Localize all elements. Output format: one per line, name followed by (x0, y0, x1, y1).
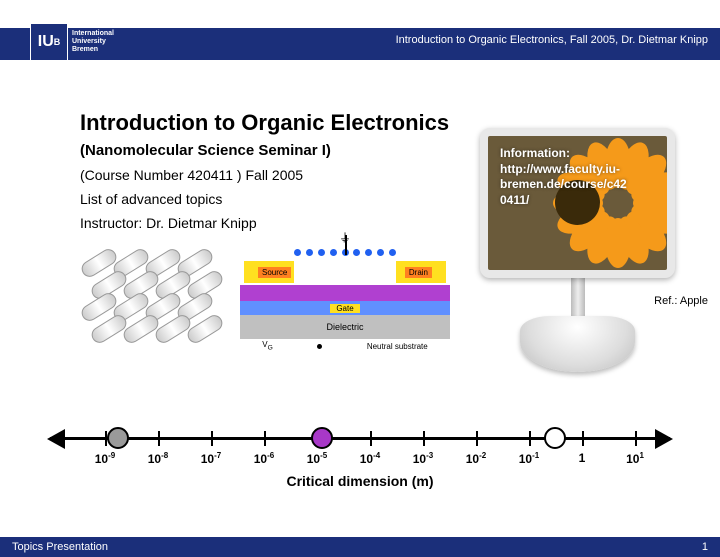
info-l3: bremen.de/course/c42 (500, 177, 627, 193)
gate-label: Gate (330, 304, 359, 313)
charge-dot (294, 249, 301, 256)
t-dielectric: Dielectric (240, 315, 450, 339)
footer-left: Topics Presentation (12, 541, 108, 553)
charge-dot (318, 249, 325, 256)
axis-line (50, 437, 670, 440)
arrow-right-icon (655, 429, 673, 449)
footer-right: 1 (702, 541, 708, 553)
molecule-graphic (80, 255, 220, 350)
charge-dot (330, 249, 337, 256)
ground-icon: ⏚ (339, 229, 351, 246)
axis-tick (211, 431, 213, 446)
axis-tick (635, 431, 637, 446)
tick-label: 1 (579, 451, 586, 465)
charge-dot (389, 249, 396, 256)
logo-sub2: University (72, 38, 114, 46)
charge-dot (377, 249, 384, 256)
logo-badge: IUB (30, 23, 68, 61)
charge-dot (353, 249, 360, 256)
imac-graphic: Information: http://www.faculty.iu- brem… (480, 128, 675, 372)
dot-icon (317, 344, 322, 349)
info-l4: 0411/ (500, 193, 627, 209)
source-label: Source (258, 267, 291, 278)
t-blue: Gate (240, 301, 450, 315)
slide: IUB International University Bremen Intr… (0, 0, 720, 557)
drain-label: Drain (405, 267, 432, 278)
axis: 10-9 10-8 10-7 10-6 10-5 10-4 10-3 10-2 10-1 1 101… (50, 415, 670, 505)
charge-dot (306, 249, 313, 256)
transistor-diagram: Source Drain h h h h h h h h h h Gate Di… (240, 255, 450, 370)
neutral-label: Neutral substrate (367, 342, 428, 351)
logo-sup: B (54, 37, 61, 47)
axis-tick (370, 431, 372, 446)
tick-label: 10-3 (413, 451, 433, 466)
info-l2: http://www.faculty.iu- (500, 162, 627, 178)
logo-text: International University Bremen (72, 30, 114, 53)
axis-tick (582, 431, 584, 446)
tick-label: 10-8 (148, 451, 168, 466)
imac-arm (571, 278, 585, 316)
tick-label: 10-6 (254, 451, 274, 466)
arrow-left-icon (47, 429, 65, 449)
info-text: Information: http://www.faculty.iu- brem… (500, 146, 627, 208)
axis-tick (264, 431, 266, 446)
axis-marker (544, 427, 566, 449)
tick-label: 10-1 (519, 451, 539, 466)
axis-marker (311, 427, 333, 449)
tick-label: 10-2 (466, 451, 486, 466)
logo-main: IU (38, 33, 54, 51)
t-top: Source Drain h h h h h h h h h h (240, 255, 450, 285)
footer: Topics Presentation 1 (0, 537, 720, 557)
t-neutral: VG Neutral substrate (240, 339, 450, 353)
tick-label: 10-7 (201, 451, 221, 466)
axis-marker (107, 427, 129, 449)
vg-label: VG (262, 340, 273, 352)
header-course-text: Introduction to Organic Electronics, Fal… (396, 34, 708, 46)
ref-apple: Ref.: Apple (654, 295, 708, 307)
logo: IUB International University Bremen (30, 20, 130, 64)
screen-inner: Information: http://www.faculty.iu- brem… (488, 136, 667, 270)
axis-tick (476, 431, 478, 446)
imac-screen: Information: http://www.faculty.iu- brem… (480, 128, 675, 278)
tick-label: 10-9 (95, 451, 115, 466)
tick-label: 10-5 (307, 451, 327, 466)
axis-tick (158, 431, 160, 446)
axis-title: Critical dimension (m) (50, 473, 670, 489)
tick-label: 101 (626, 451, 644, 466)
logo-sub3: Bremen (72, 46, 114, 54)
axis-tick (529, 431, 531, 446)
logo-sub1: International (72, 30, 114, 38)
axis-tick (423, 431, 425, 446)
info-l1: Information: (500, 146, 627, 162)
charge-dot (365, 249, 372, 256)
tick-label: 10-4 (360, 451, 380, 466)
t-purple (240, 285, 450, 301)
dielectric-label: Dielectric (326, 322, 363, 332)
imac-base (520, 316, 635, 372)
